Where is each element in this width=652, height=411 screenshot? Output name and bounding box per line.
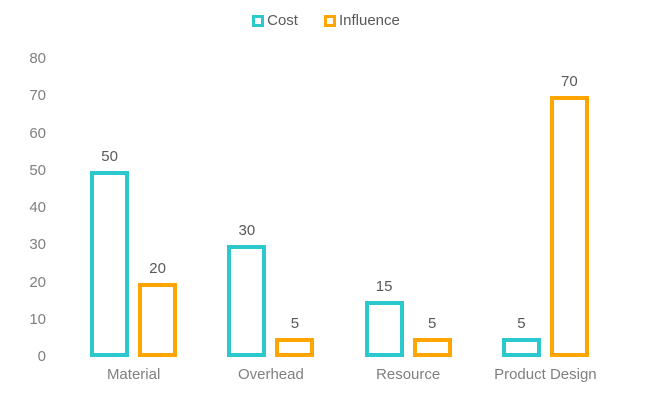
y-tick-label: 0 [37, 348, 46, 365]
bar-wrap: 5 [275, 315, 315, 357]
data-label: 20 [149, 259, 166, 277]
y-tick-label: 40 [29, 199, 46, 216]
bar-cost [364, 301, 404, 357]
legend-label-cost: Cost [267, 12, 298, 29]
y-tick-label: 10 [29, 310, 46, 328]
bar-influence [138, 282, 178, 357]
y-tick-label: 80 [29, 50, 46, 67]
legend-label-influence: Influence [338, 12, 400, 29]
category-group: 50 20 [65, 59, 202, 357]
bar-wrap: 5 [501, 315, 541, 357]
x-category-label: Resource [376, 366, 441, 383]
y-tick-label: 60 [29, 124, 46, 142]
data-label: 5 [517, 315, 526, 333]
y-tick-label: 70 [29, 87, 46, 105]
plot-area: 50 20 30 5 15 5 5 70 [65, 59, 614, 357]
bar-wrap: 70 [549, 73, 589, 357]
bar-wrap: 15 [364, 278, 404, 357]
bar-wrap: 30 [227, 222, 267, 357]
category-group: 30 5 [202, 59, 339, 357]
legend: Cost Influence [0, 12, 652, 30]
legend-item-influence: Influence [323, 12, 400, 30]
y-tick-label: 20 [29, 273, 46, 291]
legend-swatch-influence-icon [323, 15, 336, 27]
category-group: 15 5 [340, 59, 477, 357]
data-label: 50 [101, 147, 118, 165]
bar-wrap: 5 [412, 315, 452, 357]
bar-wrap: 50 [90, 147, 130, 357]
x-category-label: Material [106, 366, 161, 383]
bar-cost [90, 170, 130, 357]
bar-cost [227, 245, 267, 357]
bar-cost [501, 338, 541, 357]
y-tick-label: 30 [29, 236, 46, 254]
y-tick-label: 50 [29, 161, 46, 179]
legend-item-cost: Cost [252, 12, 298, 30]
x-axis: Material Overhead Resource Product Design [65, 366, 614, 384]
category-group: 5 70 [477, 59, 614, 357]
bar-influence [275, 338, 315, 357]
bar-wrap: 20 [138, 259, 178, 357]
bar-influence [549, 96, 589, 357]
bar-influence [412, 338, 452, 357]
data-label: 30 [238, 222, 256, 240]
data-label: 5 [290, 315, 300, 333]
data-label: 70 [561, 73, 578, 91]
legend-swatch-cost-icon [252, 15, 265, 27]
x-category-label: Product Design [494, 366, 597, 383]
x-category-label: Overhead [237, 366, 304, 383]
data-label: 15 [375, 278, 393, 296]
data-label: 5 [427, 315, 437, 333]
